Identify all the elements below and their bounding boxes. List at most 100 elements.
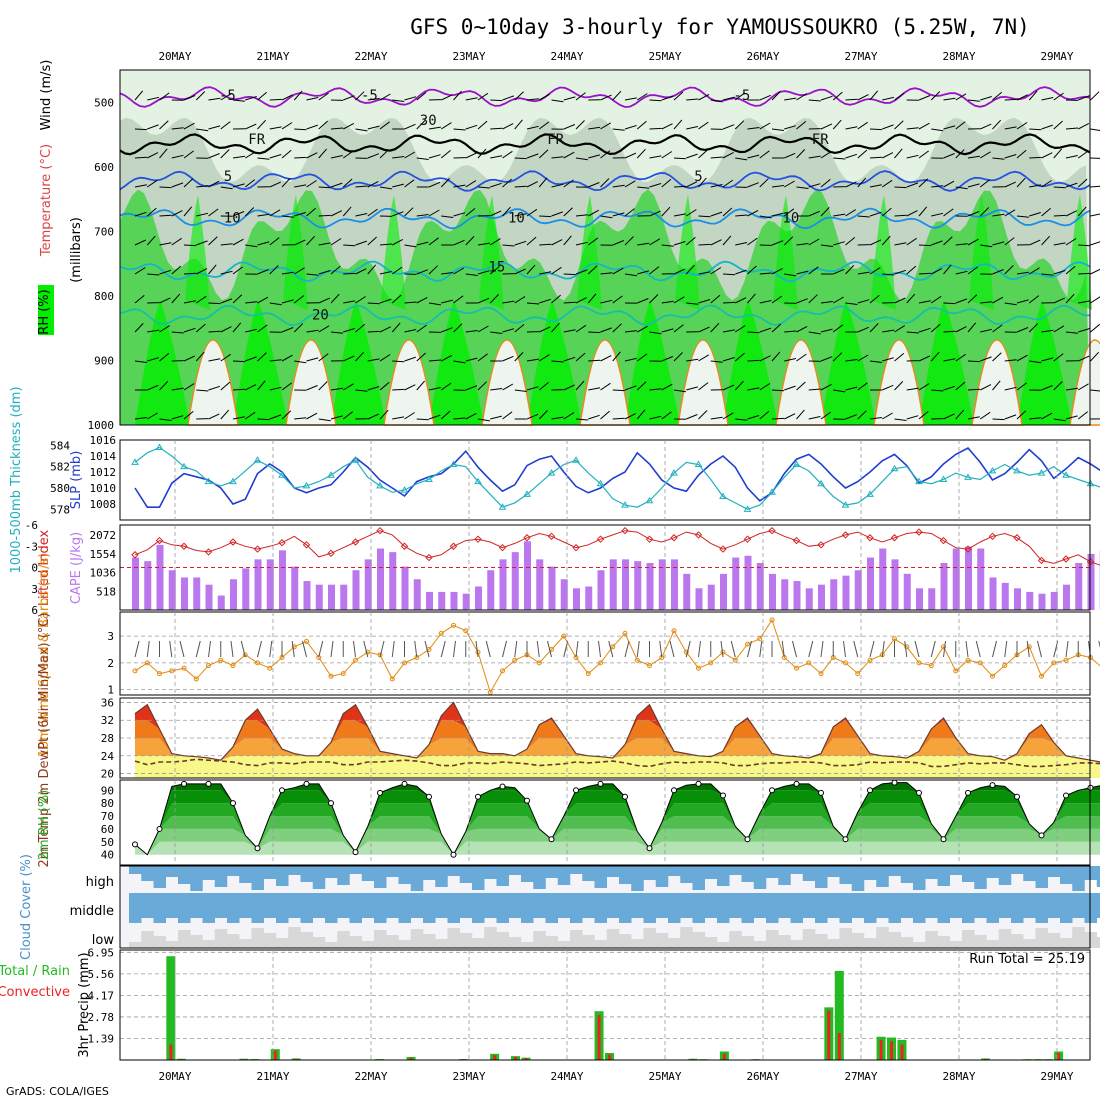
- cape-bar: [573, 588, 580, 610]
- cloud-low-block: [178, 930, 191, 948]
- wind-barb: [845, 209, 856, 217]
- cloud-low-block: [925, 931, 938, 948]
- wind-barb: [575, 297, 587, 304]
- cloud-high-block: [1060, 866, 1073, 884]
- wind-barb: [918, 355, 931, 362]
- cloud-mid-block: [508, 893, 522, 918]
- wind-barb: [943, 208, 954, 217]
- cloud-mid-block: [410, 893, 424, 918]
- wind10-marker: [218, 657, 224, 663]
- date-tick-bottom: 29MAY: [1040, 1070, 1073, 1083]
- wind-barb: [514, 185, 527, 188]
- cape-bar: [242, 568, 250, 610]
- precip-tick: 2.78: [88, 1011, 115, 1024]
- cloud-low-block: [557, 941, 571, 948]
- wind-barb: [967, 183, 980, 188]
- wind-barb: [134, 267, 146, 275]
- wind-barb: [918, 272, 932, 275]
- wind-barb: [808, 416, 821, 420]
- wind-barb: [808, 266, 819, 275]
- cloud-mid-block: [753, 893, 767, 918]
- wind-barb: [245, 328, 258, 333]
- cloud-low-block: [263, 933, 277, 948]
- cloud-low-block: [619, 934, 632, 948]
- cape-bar: [389, 552, 397, 610]
- wind-barb: [979, 179, 991, 188]
- wind-barb: [857, 215, 870, 218]
- cloud-low-block: [141, 931, 154, 948]
- slp-tick: 1012: [90, 466, 117, 479]
- cape-bar: [585, 586, 593, 610]
- wind-barb: [575, 352, 586, 362]
- wind-barb: [771, 91, 781, 101]
- wind-barb: [465, 152, 477, 159]
- surface-barb: [1098, 640, 1100, 649]
- wind-barb: [477, 270, 490, 275]
- surface-barb: [808, 640, 814, 658]
- wind-barb: [208, 264, 217, 275]
- wind-barb: [673, 296, 685, 304]
- wind-barb: [502, 383, 514, 391]
- li-marker: [498, 543, 507, 552]
- wind-barb: [636, 148, 646, 159]
- wind-barb: [661, 151, 673, 159]
- wind-barb: [465, 330, 478, 333]
- wind-barb: [416, 352, 426, 362]
- li-marker: [229, 538, 237, 546]
- wind-barb: [1077, 150, 1089, 159]
- surface-barb: [353, 640, 356, 658]
- wind-barb: [808, 155, 821, 159]
- wind-barb: [379, 326, 392, 333]
- wind-barb: [710, 184, 723, 188]
- cape-bar: [891, 559, 899, 610]
- cape-bar: [977, 548, 985, 610]
- surface-barb: [943, 640, 946, 658]
- wind-barb: [857, 177, 867, 188]
- cloud-low-block: [851, 933, 865, 948]
- wind10-marker: [953, 668, 959, 674]
- rh-marker: [156, 825, 163, 832]
- cloud-low-block: [239, 939, 252, 948]
- wind-barb: [477, 381, 487, 391]
- wind-barb: [355, 185, 368, 188]
- cape-bar: [720, 573, 727, 610]
- precip-tick: 5.56: [88, 968, 115, 981]
- cloud-low-block: [423, 934, 436, 948]
- wind10-marker: [683, 649, 689, 655]
- wind-barb: [698, 215, 711, 218]
- wind-barb: [820, 244, 833, 247]
- wind-barb: [490, 415, 502, 420]
- wind-barb: [600, 122, 612, 130]
- wind-barb: [588, 209, 599, 217]
- wind10-marker: [267, 665, 273, 671]
- wind-barb: [784, 97, 797, 101]
- wind-barb: [698, 271, 711, 275]
- rh-marker: [793, 780, 800, 787]
- surface-barb: [881, 640, 885, 658]
- wind10-marker: [206, 663, 211, 669]
- cloud-high-block: [349, 866, 362, 874]
- pressure-tick: 500: [94, 96, 114, 109]
- thickness-marker: [572, 456, 580, 463]
- wind-barb: [661, 300, 674, 304]
- wind-barb: [183, 300, 196, 304]
- wind-barb: [710, 322, 720, 333]
- wind-barb: [171, 237, 182, 246]
- wind-barb: [514, 240, 527, 246]
- wind-barb: [784, 273, 797, 277]
- wind-barb: [355, 268, 367, 275]
- wind10-marker: [977, 660, 983, 666]
- wind-barb: [392, 156, 405, 159]
- wind-barb: [784, 385, 796, 391]
- precip-total-bar: [166, 956, 176, 1060]
- wind-barb: [343, 95, 355, 101]
- wind-barb: [930, 91, 941, 101]
- precip-convective-bar: [294, 1058, 298, 1060]
- wind-barb: [881, 235, 891, 246]
- cloud-mid-block: [790, 893, 803, 923]
- wind10-marker: [389, 676, 395, 682]
- cloud-low-block: [508, 937, 522, 948]
- wind-barb: [453, 239, 465, 246]
- wind-barb: [833, 241, 845, 246]
- wind-barb: [159, 418, 172, 421]
